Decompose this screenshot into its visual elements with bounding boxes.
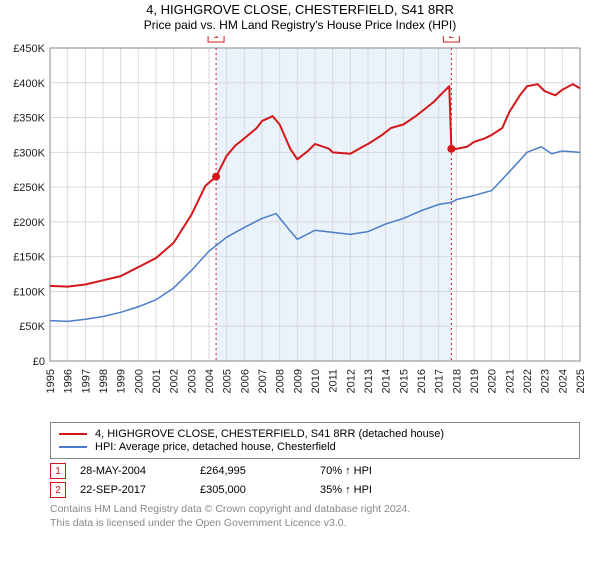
svg-text:£0: £0	[33, 356, 45, 368]
svg-text:£200K: £200K	[13, 217, 45, 229]
sale-badge: 2	[50, 482, 66, 498]
svg-text:2014: 2014	[381, 369, 393, 393]
sale-price: £305,000	[200, 484, 320, 496]
page-title: 4, HIGHGROVE CLOSE, CHESTERFIELD, S41 8R…	[0, 2, 600, 17]
svg-text:2003: 2003	[186, 369, 198, 393]
sale-date: 22-SEP-2017	[80, 484, 200, 496]
svg-text:2021: 2021	[504, 369, 516, 393]
svg-text:1999: 1999	[116, 369, 128, 393]
svg-text:2017: 2017	[434, 369, 446, 393]
svg-text:2010: 2010	[310, 369, 322, 393]
sales-table: 1 28-MAY-2004£264,99570% ↑ HPI 2 22-SEP-201…	[50, 463, 580, 498]
page-subtitle: Price paid vs. HM Land Registry's House …	[0, 18, 600, 32]
svg-text:£50K: £50K	[19, 321, 45, 333]
svg-text:£250K: £250K	[13, 182, 45, 194]
sale-price: £264,995	[200, 465, 320, 477]
svg-text:£350K: £350K	[13, 113, 45, 125]
legend-item: HPI: Average price, detached house, Ches…	[59, 441, 571, 453]
svg-text:2023: 2023	[540, 369, 552, 393]
sale-date: 28-MAY-2004	[80, 465, 200, 477]
svg-text:2025: 2025	[575, 369, 587, 393]
svg-text:1996: 1996	[63, 369, 75, 393]
svg-text:2016: 2016	[416, 369, 428, 393]
legend-label: 4, HIGHGROVE CLOSE, CHESTERFIELD, S41 8R…	[95, 428, 444, 440]
legend-label: HPI: Average price, detached house, Ches…	[95, 441, 336, 453]
legend-swatch	[59, 446, 87, 448]
svg-text:2013: 2013	[363, 369, 375, 393]
sale-hpi-delta: 35% ↑ HPI	[320, 484, 372, 496]
svg-text:2012: 2012	[345, 369, 357, 393]
sale-row: 1 28-MAY-2004£264,99570% ↑ HPI	[50, 463, 580, 479]
sale-row: 2 22-SEP-2017£305,00035% ↑ HPI	[50, 482, 580, 498]
price-chart: £0 £50K £100K £150K £200K £250K £300K £350K £400…	[0, 36, 600, 416]
svg-text:2008: 2008	[275, 369, 287, 393]
svg-text:2018: 2018	[451, 369, 463, 393]
svg-text:2002: 2002	[169, 369, 181, 393]
sale-badge: 1	[50, 463, 66, 479]
credit-line-2: This data is licensed under the Open Gov…	[50, 516, 580, 530]
svg-text:£150K: £150K	[13, 252, 45, 264]
svg-text:1995: 1995	[45, 369, 57, 393]
svg-text:£450K: £450K	[13, 43, 45, 55]
svg-text:2000: 2000	[133, 369, 145, 393]
svg-text:£400K: £400K	[13, 78, 45, 90]
svg-text:2019: 2019	[469, 369, 481, 393]
svg-text:2001: 2001	[151, 369, 163, 393]
svg-text:1: 1	[213, 36, 219, 41]
svg-text:2007: 2007	[257, 369, 269, 393]
svg-text:£300K: £300K	[13, 147, 45, 159]
legend-swatch	[59, 433, 87, 435]
legend: 4, HIGHGROVE CLOSE, CHESTERFIELD, S41 8R…	[50, 422, 580, 459]
svg-text:2020: 2020	[487, 369, 499, 393]
svg-text:2024: 2024	[557, 369, 569, 393]
svg-text:2011: 2011	[328, 369, 340, 393]
chart-svg: £0 £50K £100K £150K £200K £250K £300K £350K £400…	[0, 36, 600, 416]
svg-text:2005: 2005	[222, 369, 234, 393]
svg-text:2006: 2006	[239, 369, 251, 393]
credit-line-1: Contains HM Land Registry data © Crown c…	[50, 502, 580, 516]
svg-text:2009: 2009	[292, 369, 304, 393]
svg-text:£100K: £100K	[13, 286, 45, 298]
svg-text:1998: 1998	[98, 369, 110, 393]
svg-text:2004: 2004	[204, 369, 216, 393]
svg-text:2015: 2015	[398, 369, 410, 393]
svg-text:1997: 1997	[80, 369, 92, 393]
sale-hpi-delta: 70% ↑ HPI	[320, 465, 372, 477]
credit-text: Contains HM Land Registry data © Crown c…	[50, 502, 580, 530]
svg-text:2022: 2022	[522, 369, 534, 393]
svg-text:2: 2	[449, 36, 455, 41]
legend-item: 4, HIGHGROVE CLOSE, CHESTERFIELD, S41 8R…	[59, 428, 571, 440]
